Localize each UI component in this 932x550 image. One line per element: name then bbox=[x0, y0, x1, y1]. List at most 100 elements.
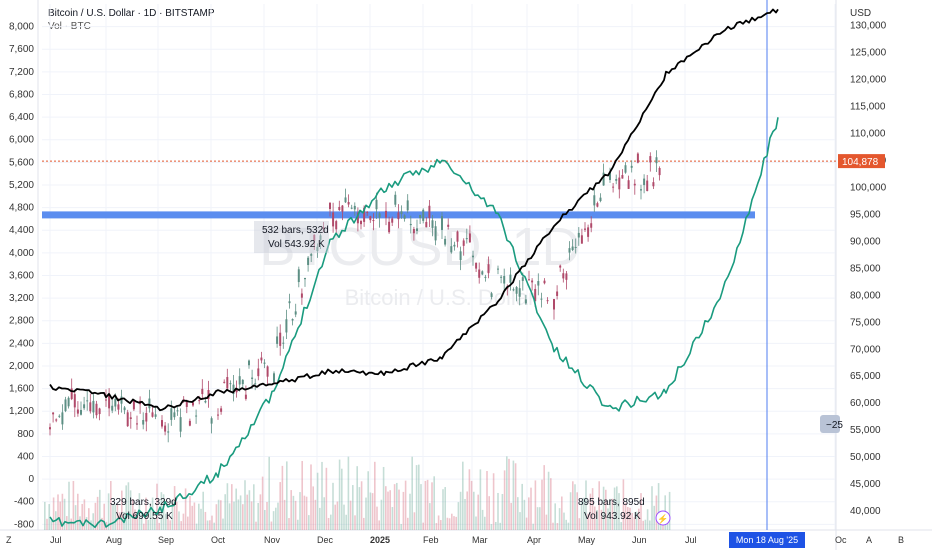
volume-bar bbox=[103, 503, 105, 530]
volume-bar bbox=[332, 482, 334, 530]
volume-bar bbox=[200, 508, 202, 530]
volume-bar bbox=[235, 488, 237, 530]
candle-body bbox=[615, 179, 618, 181]
candle-body bbox=[188, 420, 191, 426]
volume-bar bbox=[290, 490, 292, 530]
candle-body bbox=[633, 183, 636, 186]
x-axis-tick: Jul bbox=[50, 535, 62, 545]
candle-body bbox=[403, 215, 406, 219]
volume-bar bbox=[433, 476, 435, 530]
volume-bar bbox=[657, 483, 660, 530]
volume-bar bbox=[224, 494, 226, 530]
volume-bar bbox=[600, 509, 603, 530]
candle-body bbox=[114, 398, 117, 407]
candle-body bbox=[232, 384, 235, 394]
volume-bar bbox=[477, 494, 479, 530]
volume-bar bbox=[228, 503, 231, 530]
lightning-icon: ⚡ bbox=[657, 513, 668, 525]
candle-body bbox=[584, 228, 586, 230]
left-axis-tick: -400 bbox=[14, 497, 34, 508]
volume-bar bbox=[578, 518, 581, 530]
volume-bar bbox=[303, 495, 306, 530]
candle-body bbox=[294, 311, 297, 315]
candle-body bbox=[434, 226, 437, 241]
candle-body bbox=[108, 393, 111, 409]
candle-body bbox=[512, 289, 515, 291]
volume-bar bbox=[585, 480, 587, 530]
candle-body bbox=[145, 412, 148, 422]
candle-body bbox=[347, 202, 350, 205]
volume-bar bbox=[63, 498, 66, 530]
candle-body bbox=[123, 407, 126, 411]
candle-body bbox=[266, 366, 269, 377]
volume-bar bbox=[156, 483, 158, 530]
volume-bar bbox=[631, 513, 633, 530]
volume-bar bbox=[257, 502, 259, 530]
volume-bar bbox=[338, 459, 341, 530]
candle-body bbox=[468, 233, 471, 243]
volume-bar bbox=[558, 508, 561, 530]
volume-bar bbox=[217, 499, 220, 530]
volume-bar bbox=[389, 490, 391, 530]
candle-body bbox=[450, 246, 453, 253]
volume-bar bbox=[125, 485, 127, 530]
volume-bar bbox=[468, 469, 471, 530]
volume-bar bbox=[396, 482, 398, 530]
volume-bar bbox=[398, 489, 400, 530]
volume-bar bbox=[292, 495, 295, 530]
volume-bar bbox=[209, 520, 211, 530]
volume-bar bbox=[90, 520, 92, 530]
x-axis-tick: Dec bbox=[317, 535, 334, 545]
x-axis-tick: Oc bbox=[835, 535, 847, 545]
candle-body bbox=[356, 212, 359, 224]
volume-bar bbox=[114, 504, 116, 530]
cursor-value-badge bbox=[820, 415, 840, 433]
volume-bar bbox=[44, 501, 46, 530]
candle-body bbox=[366, 211, 369, 213]
right-axis-tick: 125,000 bbox=[850, 48, 887, 59]
volume-bar bbox=[222, 518, 224, 530]
volume-bar bbox=[651, 486, 653, 530]
candle-body bbox=[394, 194, 397, 205]
last-price-badge bbox=[838, 154, 885, 169]
volume-bar bbox=[81, 503, 83, 530]
candle-body bbox=[142, 419, 145, 425]
candle-body bbox=[251, 377, 254, 379]
volume-bar bbox=[473, 491, 475, 530]
candle-body bbox=[599, 197, 602, 202]
volume-bar bbox=[193, 502, 196, 530]
left-axis-tick: 7,600 bbox=[9, 44, 34, 55]
volume-bar bbox=[266, 501, 268, 530]
volume-bar bbox=[310, 464, 312, 530]
right-axis-tick: 45,000 bbox=[850, 479, 881, 490]
volume-bar bbox=[314, 499, 317, 530]
left-axis-tick: 800 bbox=[17, 429, 34, 440]
volume-bar bbox=[374, 461, 376, 530]
candle-body bbox=[484, 276, 487, 278]
left-axis-tick: 7,200 bbox=[9, 67, 34, 78]
volume-bar bbox=[451, 513, 453, 530]
candle-body bbox=[391, 218, 394, 223]
series-line-teal bbox=[49, 117, 779, 529]
candle-body bbox=[419, 214, 422, 218]
candle-body bbox=[61, 412, 64, 425]
volume-bar bbox=[418, 464, 420, 530]
volume-bar bbox=[96, 496, 99, 530]
right-axis-tick: 120,000 bbox=[850, 75, 887, 86]
candle-body bbox=[173, 412, 176, 418]
candle-body bbox=[285, 319, 288, 333]
volume-bar bbox=[358, 487, 361, 530]
candle-body bbox=[350, 207, 353, 209]
volume-bar bbox=[281, 465, 284, 530]
volume-bar bbox=[580, 501, 583, 530]
left-axis-tick: 4,400 bbox=[9, 225, 34, 236]
candle-body bbox=[543, 280, 546, 284]
measure-volume-label: Vol 543.92 K bbox=[268, 239, 325, 250]
candle-body bbox=[409, 223, 412, 226]
candle-body bbox=[151, 412, 154, 417]
lightning-icon bbox=[655, 510, 671, 526]
watermark-symbol: BTCUSD, 1D bbox=[259, 217, 580, 277]
volume-bar bbox=[589, 493, 592, 530]
candle-body bbox=[444, 238, 447, 245]
